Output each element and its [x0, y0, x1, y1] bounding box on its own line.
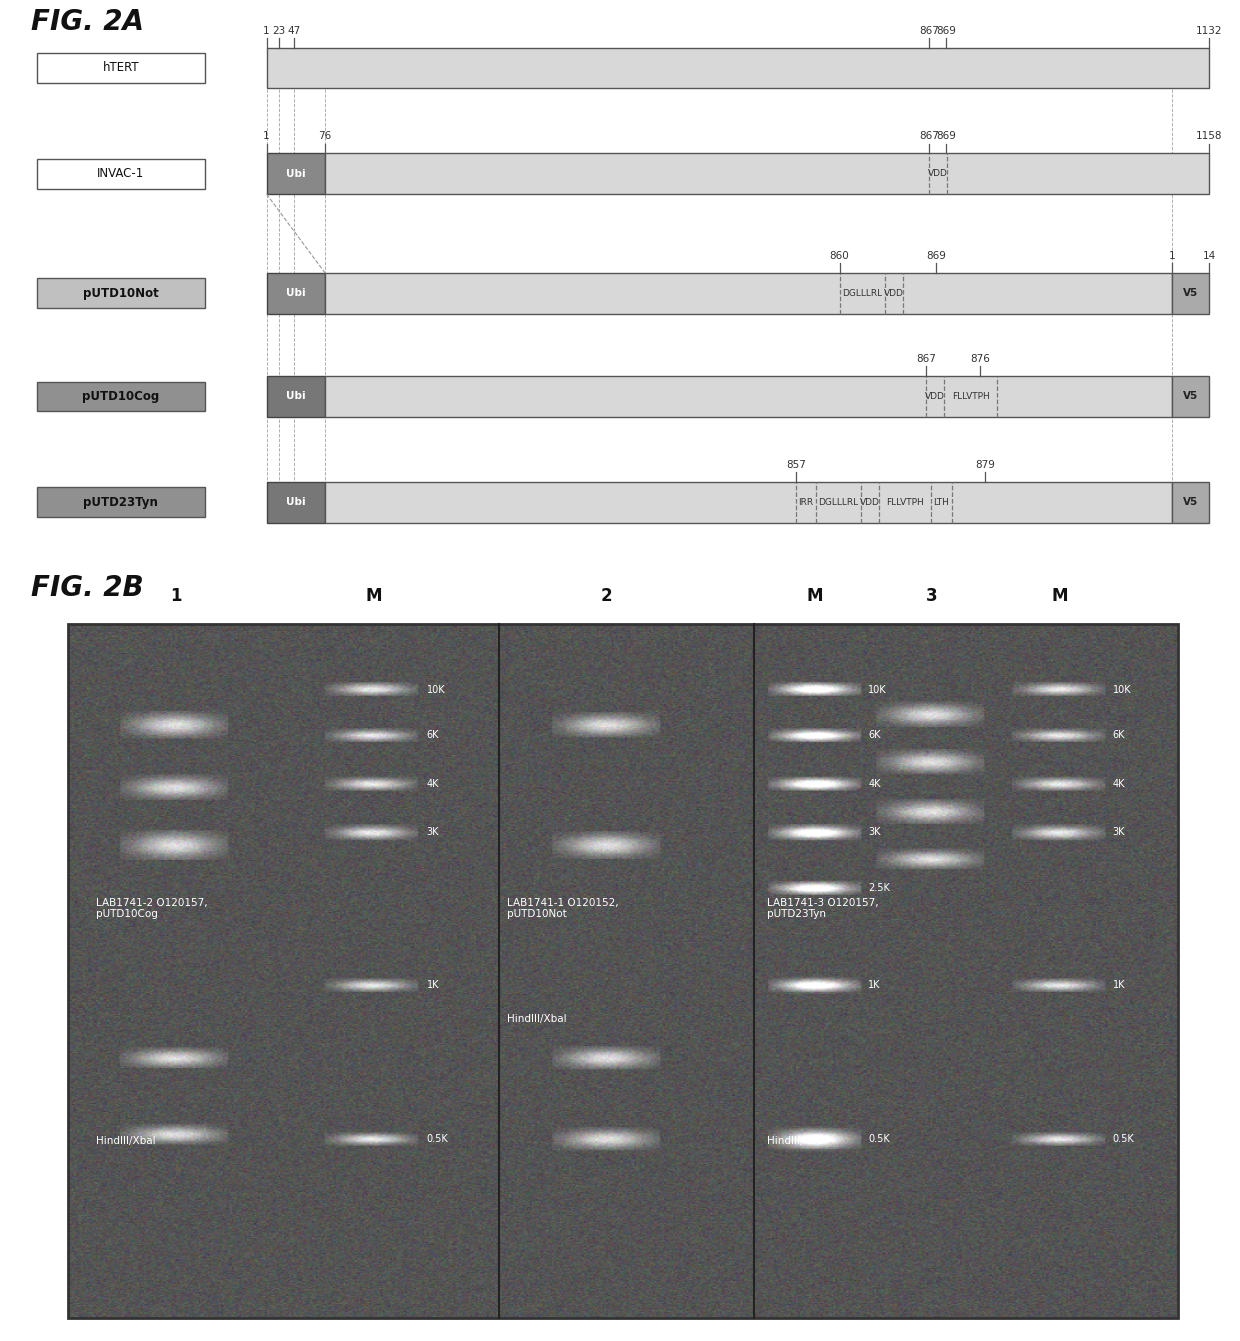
- Text: 869: 869: [926, 251, 946, 261]
- Text: 3K: 3K: [427, 827, 439, 837]
- Text: IRR: IRR: [799, 498, 813, 507]
- Bar: [325, 274, 1172, 314]
- Bar: [37, 279, 205, 308]
- Text: 867: 867: [919, 131, 939, 142]
- Bar: [267, 375, 325, 417]
- Text: 869: 869: [936, 131, 956, 142]
- Text: 0.5K: 0.5K: [427, 1134, 449, 1144]
- Text: 1: 1: [170, 586, 181, 605]
- Text: 4K: 4K: [1112, 779, 1125, 789]
- Bar: [68, 624, 1178, 1318]
- Text: hTERT: hTERT: [103, 62, 139, 74]
- Text: 6K: 6K: [427, 730, 439, 740]
- Text: 1K: 1K: [427, 980, 439, 990]
- Bar: [1172, 375, 1209, 417]
- Text: 6K: 6K: [1112, 730, 1125, 740]
- Text: 14: 14: [1203, 251, 1215, 261]
- Text: Ubi: Ubi: [286, 288, 305, 298]
- Text: HindIII/XbaI: HindIII/XbaI: [768, 1136, 827, 1147]
- Bar: [325, 481, 1172, 523]
- Text: V5: V5: [1183, 392, 1198, 401]
- Text: HindIII/XbaI: HindIII/XbaI: [507, 1014, 567, 1025]
- Bar: [1172, 274, 1209, 314]
- Text: VDD: VDD: [884, 288, 904, 298]
- Text: Ubi: Ubi: [286, 169, 305, 178]
- Text: pUTD23Tyn: pUTD23Tyn: [83, 496, 159, 508]
- Text: 10K: 10K: [868, 685, 887, 695]
- Text: LAB1741-1 O120152,
pUTD10Not: LAB1741-1 O120152, pUTD10Not: [507, 897, 619, 919]
- Text: 76: 76: [319, 131, 331, 142]
- Text: FLLVTPH: FLLVTPH: [951, 392, 990, 401]
- Bar: [37, 382, 205, 412]
- Bar: [267, 153, 325, 194]
- Text: 857: 857: [786, 460, 806, 471]
- Text: 1: 1: [1169, 251, 1176, 261]
- Text: V5: V5: [1183, 498, 1198, 507]
- Text: 1132: 1132: [1195, 25, 1223, 36]
- Text: 2.5K: 2.5K: [868, 882, 890, 893]
- Text: 867: 867: [916, 354, 936, 365]
- Bar: [325, 153, 1209, 194]
- Bar: [1172, 481, 1209, 523]
- Text: 1K: 1K: [868, 980, 880, 990]
- Text: 23: 23: [273, 25, 285, 36]
- Bar: [37, 487, 205, 518]
- Bar: [267, 47, 1209, 89]
- Text: 4K: 4K: [868, 779, 880, 789]
- Text: 876: 876: [970, 354, 990, 365]
- Bar: [37, 158, 205, 189]
- Text: 1K: 1K: [1112, 980, 1125, 990]
- Text: 879: 879: [975, 460, 994, 471]
- Text: 1: 1: [263, 25, 270, 36]
- Text: DGLLLRL: DGLLLRL: [842, 288, 882, 298]
- Text: 2: 2: [600, 586, 613, 605]
- Text: 860: 860: [830, 251, 849, 261]
- Text: pUTD10Cog: pUTD10Cog: [82, 390, 160, 402]
- Text: 10K: 10K: [427, 685, 445, 695]
- Text: 3K: 3K: [868, 827, 880, 837]
- Text: 47: 47: [288, 25, 300, 36]
- Text: 1: 1: [263, 131, 270, 142]
- Text: FIG. 2B: FIG. 2B: [31, 574, 144, 602]
- Bar: [37, 52, 205, 83]
- Text: 10K: 10K: [1112, 685, 1131, 695]
- Text: pUTD10Not: pUTD10Not: [83, 287, 159, 300]
- Text: 4K: 4K: [427, 779, 439, 789]
- Text: VDD: VDD: [928, 169, 949, 178]
- Bar: [325, 375, 1172, 417]
- Text: VDD: VDD: [925, 392, 945, 401]
- Text: 0.5K: 0.5K: [868, 1134, 890, 1144]
- Text: 3K: 3K: [1112, 827, 1125, 837]
- Text: M: M: [365, 586, 382, 605]
- Text: LAB1741-3 O120157,
pUTD23Tyn: LAB1741-3 O120157, pUTD23Tyn: [768, 897, 879, 919]
- Text: 867: 867: [919, 25, 939, 36]
- Text: HindIII/XbaI: HindIII/XbaI: [95, 1136, 155, 1147]
- Text: 869: 869: [936, 25, 956, 36]
- Text: 3: 3: [926, 586, 937, 605]
- Text: FIG. 2A: FIG. 2A: [31, 8, 144, 36]
- Text: DGLLLRL: DGLLLRL: [818, 498, 858, 507]
- Text: 1158: 1158: [1195, 131, 1223, 142]
- Text: VDD: VDD: [861, 498, 880, 507]
- Text: M: M: [1052, 586, 1068, 605]
- Text: INVAC-1: INVAC-1: [97, 168, 145, 180]
- Text: V5: V5: [1183, 288, 1198, 298]
- Text: 0.5K: 0.5K: [1112, 1134, 1135, 1144]
- Bar: [267, 481, 325, 523]
- Text: LAB1741-2 O120157,
pUTD10Cog: LAB1741-2 O120157, pUTD10Cog: [95, 897, 207, 919]
- Text: M: M: [807, 586, 823, 605]
- Text: LTH: LTH: [934, 498, 950, 507]
- Text: Ubi: Ubi: [286, 498, 305, 507]
- Text: Ubi: Ubi: [286, 392, 305, 401]
- Bar: [267, 274, 325, 314]
- Text: FLLVTPH: FLLVTPH: [887, 498, 924, 507]
- Text: 6K: 6K: [868, 730, 880, 740]
